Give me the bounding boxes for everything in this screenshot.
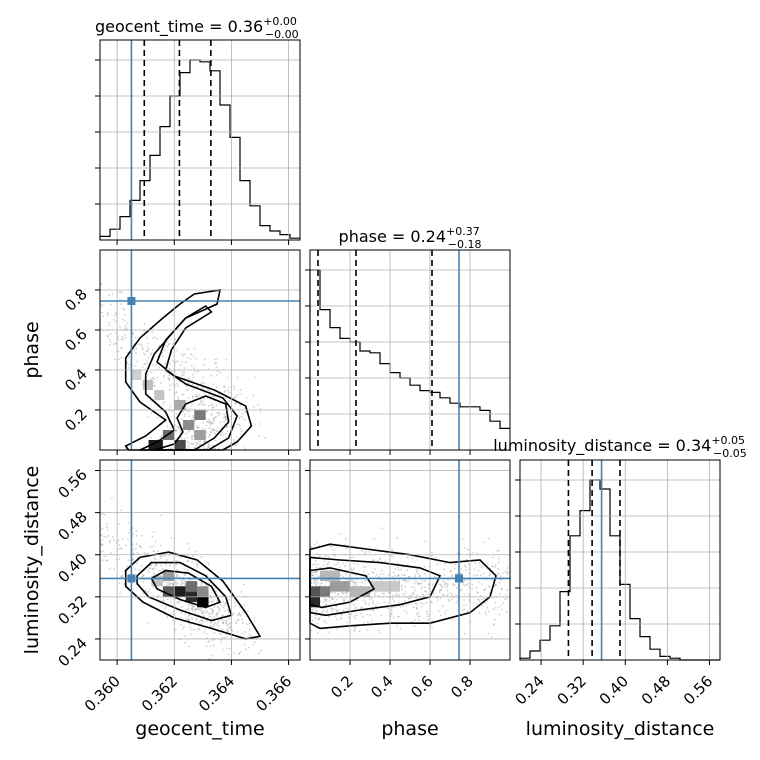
title-lower-error: −0.00 — [265, 28, 299, 41]
tick-label-x-phase: 0.8 — [447, 672, 477, 702]
axis-label-phase: phase — [381, 718, 438, 740]
grid-geocent_time-geocent_time — [100, 40, 300, 240]
tick-label-x-luminosity_distance: 0.40 — [596, 672, 632, 708]
title-lower-error: −0.18 — [448, 238, 482, 251]
truth-marker-luminosity_distance-phase — [455, 574, 463, 583]
title-lower-error: −0.05 — [713, 447, 747, 460]
tick-label-y-phase: 0.6 — [61, 325, 91, 355]
tick-label-x-geocent_time: 0.366 — [252, 672, 295, 715]
tick-label-y-luminosity_distance: 0.56 — [54, 466, 90, 502]
axis-label-geocent_time: geocent_time — [135, 718, 264, 740]
title-phase: phase = 0.24+0.37 −0.18 — [339, 225, 482, 251]
tick-label-x-luminosity_distance: 0.56 — [680, 672, 716, 708]
tick-label-y-phase: 0.8 — [61, 285, 91, 315]
axes-luminosity_distance-geocent_time — [95, 459, 301, 665]
tick-label-y-phase: 0.4 — [61, 365, 91, 395]
contour-inner-phase-distance — [309, 567, 376, 609]
title-value: luminosity_distance = 0.34 — [493, 436, 711, 456]
contour-middle-geocent-phase — [139, 304, 239, 451]
title-geocent_time: geocent_time = 0.36+0.00 −0.00 — [95, 15, 299, 41]
title-upper-error: +0.00 — [263, 15, 297, 28]
axes-luminosity_distance-luminosity_distance — [515, 459, 721, 665]
tick-label-y-phase: 0.2 — [61, 405, 91, 435]
tick-label-x-phase: 0.4 — [367, 672, 397, 702]
contour-outer-geocent-distance — [124, 551, 262, 640]
title-value: geocent_time = 0.36 — [95, 17, 263, 37]
axes-luminosity_distance-phase — [305, 459, 511, 665]
grid-luminosity_distance-phase — [310, 460, 510, 660]
axes-phase-phase — [305, 249, 511, 455]
tick-label-y-luminosity_distance: 0.40 — [54, 550, 90, 586]
tick-label-y-luminosity_distance: 0.24 — [54, 634, 90, 670]
title-upper-error: +0.05 — [711, 434, 745, 447]
axis-label-y-phase: phase — [21, 321, 43, 378]
axis-label-luminosity_distance: luminosity_distance — [526, 718, 715, 740]
tick-label-y-luminosity_distance: 0.32 — [54, 592, 90, 628]
tick-label-x-geocent_time: 0.360 — [81, 672, 124, 715]
tick-label-x-geocent_time: 0.362 — [138, 672, 181, 715]
title-luminosity_distance: luminosity_distance = 0.34+0.05 −0.05 — [493, 434, 747, 460]
axis-label-y-luminosity_distance: luminosity_distance — [21, 466, 43, 655]
tick-label-x-phase: 0.2 — [327, 672, 357, 702]
axes-phase-geocent_time — [95, 249, 301, 455]
tick-label-x-geocent_time: 0.364 — [195, 672, 238, 715]
tick-label-x-luminosity_distance: 0.24 — [512, 672, 548, 708]
grid-phase-phase — [310, 250, 510, 450]
tick-label-x-phase: 0.6 — [407, 672, 437, 702]
contour-inner-geocent-phase — [154, 395, 230, 451]
title-value: phase = 0.24 — [339, 227, 446, 246]
grid-phase-geocent_time — [100, 250, 300, 450]
contour-inner-geocent-distance — [150, 569, 222, 609]
histogram-luminosity_distance — [519, 479, 720, 661]
truth-marker-phase-geocent_time — [127, 297, 136, 305]
density-luminosity_distance-vs-phase — [310, 570, 400, 608]
density-phase-vs-geocent_time — [131, 370, 206, 450]
tick-label-x-luminosity_distance: 0.48 — [638, 672, 674, 708]
grid-luminosity_distance-geocent_time — [100, 460, 300, 660]
tick-label-x-luminosity_distance: 0.32 — [554, 672, 590, 708]
title-upper-error: +0.37 — [446, 225, 480, 238]
histogram-geocent_time — [99, 59, 300, 240]
histogram-phase — [309, 269, 510, 450]
truth-marker-luminosity_distance-geocent_time — [127, 574, 136, 583]
axes-geocent_time-geocent_time — [95, 39, 301, 245]
scatter-phase-vs-geocent_time — [99, 283, 266, 451]
tick-label-y-luminosity_distance: 0.48 — [54, 508, 90, 544]
